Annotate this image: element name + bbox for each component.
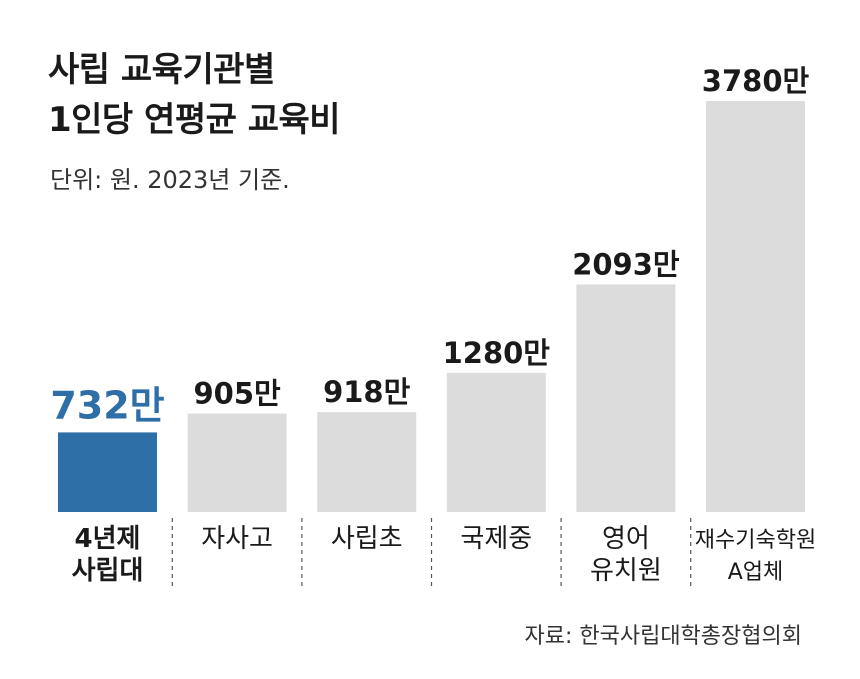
bar-4 — [576, 284, 676, 512]
bar-1 — [187, 413, 287, 512]
chart-title-line-2: 1인당 연평균 교육비 — [48, 100, 341, 140]
value-label-1: 905만 — [193, 377, 281, 411]
bar-0 — [58, 432, 157, 512]
value-label-0: 732만 — [50, 383, 164, 427]
value-label-4: 2093만 — [572, 247, 680, 281]
bar-3 — [446, 372, 546, 512]
category-label-2-0: 사립초 — [331, 524, 403, 554]
source-note: 자료: 한국사립대학총장협의회 — [524, 624, 802, 649]
category-label-0-1: 사립대 — [72, 556, 144, 586]
category-label-3-0: 국제중 — [460, 524, 532, 554]
bar-5 — [706, 101, 805, 512]
unit-note: 단위: 원. 2023년 기준. — [50, 166, 290, 194]
category-label-1-0: 자사고 — [201, 524, 273, 554]
category-label-5-1: A업체 — [728, 560, 784, 585]
value-label-2: 918만 — [323, 375, 411, 409]
value-label-3: 1280만 — [443, 336, 551, 370]
category-label-0-0: 4년제 — [75, 524, 141, 554]
value-label-5: 3780만 — [702, 64, 810, 98]
category-label-5-0: 재수기숙학원 — [695, 528, 816, 553]
bar-2 — [317, 412, 417, 512]
chart-title-line-1: 사립 교육기관별 — [48, 50, 275, 90]
category-label-4-1: 유치원 — [590, 556, 662, 586]
category-label-4-0: 영어 — [602, 524, 650, 554]
